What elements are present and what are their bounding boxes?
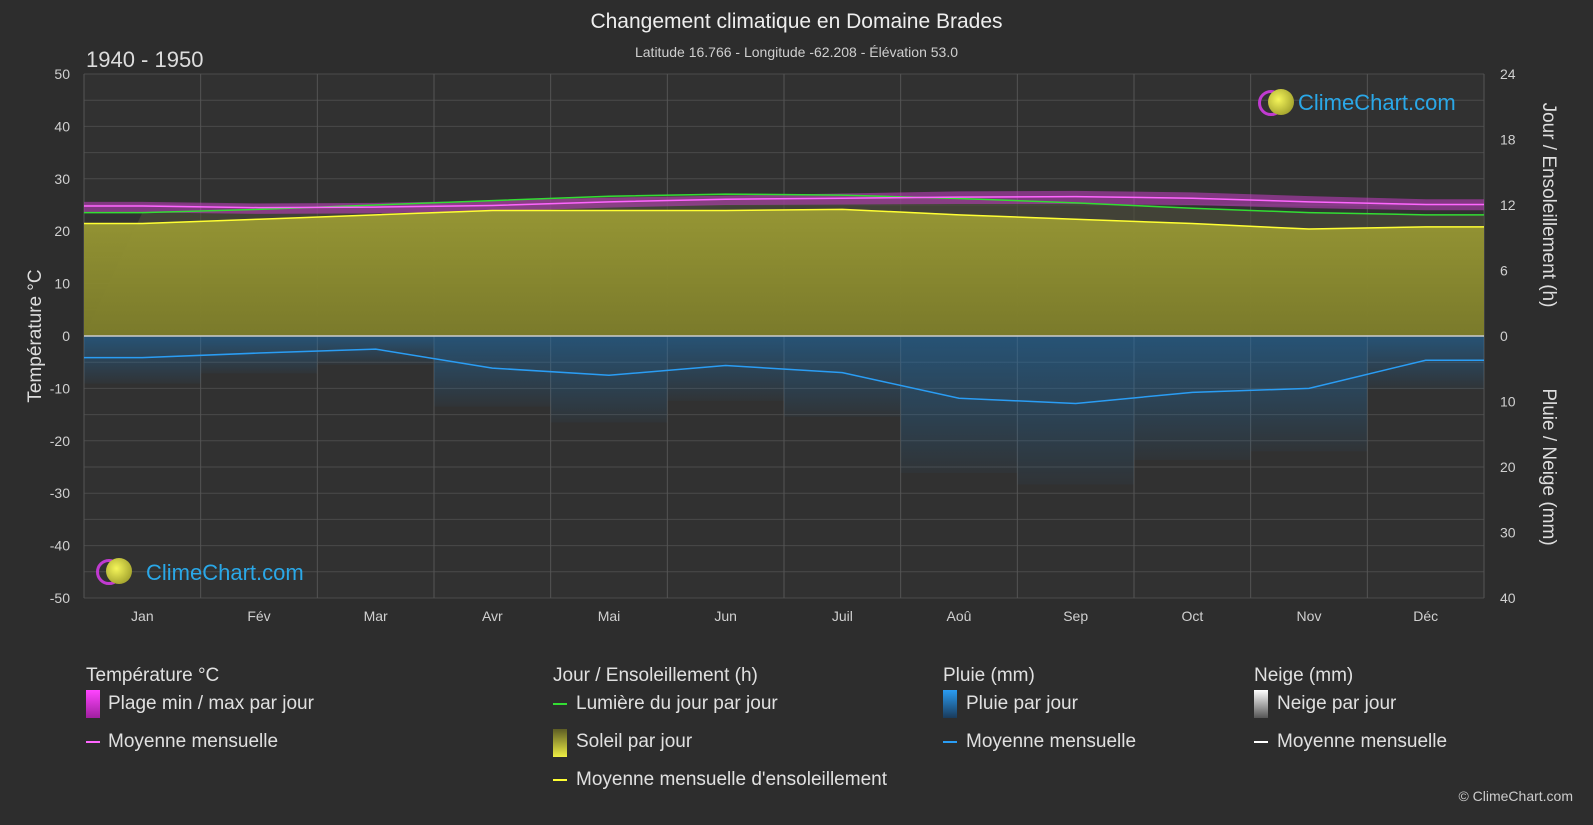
right-hours-tick-label: 12 [1500,197,1516,213]
month-label: Aoû [947,608,972,624]
legend-daylight: Lumière du jour par jour [576,693,778,714]
logo-sun-icon [106,558,132,584]
rain-mean-line [84,348,1484,405]
month-label: Mar [364,608,388,624]
left-axis-title: Température °C [25,269,46,403]
legend-rain-header: Pluie (mm) [943,665,1035,686]
temp-range-swatch [86,690,100,718]
month-label: Sep [1063,608,1088,624]
legend-snow-mean: Moyenne mensuelle [1277,731,1448,752]
left-tick-label: -50 [50,590,70,606]
rain-band [1134,336,1251,460]
snow-swatch [1254,690,1268,718]
left-tick-label: 0 [62,328,70,344]
right-precip-tick-label: 10 [1500,394,1516,410]
sunshine-swatch [553,729,567,757]
logo-bottom: ClimeChart.com [96,557,336,587]
snow-mean-swatch [1254,741,1268,743]
month-label: Mai [598,608,621,624]
rain-mean-swatch [943,741,957,743]
legend-sun-mean: Moyenne mensuelle d'ensoleillement [576,769,887,790]
daylight-line [84,193,1484,216]
right-precip-tick-label: 20 [1500,459,1516,475]
area-layer [84,190,1484,485]
rain-band [784,336,901,417]
left-tick-label: -30 [50,485,70,501]
logo-text: ClimeChart.com [1298,90,1456,115]
rain-band [1017,336,1134,485]
legend-sun-header: Jour / Ensoleillement (h) [553,665,758,686]
legend-temp-mean: Moyenne mensuelle [108,731,279,752]
left-tick-label: 40 [54,118,70,134]
logo-sun-icon [1268,89,1294,115]
legend-snow-header: Neige (mm) [1254,665,1354,686]
month-label: Nov [1297,608,1322,624]
right-bottom-axis-title: Pluie / Neige (mm) [1538,388,1559,546]
month-label: Avr [482,608,503,624]
logo-text: ClimeChart.com [146,560,304,585]
period-label: 1940 - 1950 [86,47,204,72]
axis-layer: 50 40 30 20 10 0 -10 -20 -30 -40 -50 24 18 12 6 0 10 20 30… [50,66,1516,624]
rain-band [434,336,551,407]
right-hours-tick-label: 18 [1500,132,1516,148]
chart-subtitle: Latitude 16.766 - Longitude -62.208 - Él… [634,44,959,60]
rain-band [1250,336,1368,452]
temp-mean-line [84,195,1484,209]
rain-band [550,336,668,423]
left-tick-label: 50 [54,66,70,82]
legend-sunshine: Soleil par jour [576,731,693,752]
right-hours-tick-label: 24 [1500,66,1516,82]
left-tick-label: -40 [50,538,70,554]
temp-range-band [84,190,1484,214]
month-label: Déc [1413,608,1438,624]
rain-band [84,336,201,384]
copyright: © ClimeChart.com [1458,788,1573,804]
chart-title: Changement climatique en Domaine Brades [590,10,1003,33]
left-tick-label: 10 [54,276,70,292]
right-hours-tick-label: 6 [1500,263,1508,279]
rain-band [1367,336,1484,390]
sun-mean-swatch [553,779,567,781]
daylight-swatch [553,703,567,705]
legend-rain-mean: Moyenne mensuelle [966,731,1137,752]
logo-top: ClimeChart.com [1258,88,1488,118]
month-label: Jun [714,608,737,624]
legend-snow-daily: Neige par jour [1277,693,1397,714]
month-label: Juil [832,608,853,624]
left-tick-label: -10 [50,380,70,396]
right-precip-tick-label: 30 [1500,525,1516,541]
left-tick-label: -20 [50,433,70,449]
month-label: Oct [1181,608,1203,624]
left-tick-label: 20 [54,223,70,239]
right-hours-tick-label: 0 [1500,328,1508,344]
month-label: Jan [131,608,154,624]
sunshine-mean-line [84,208,1484,230]
line-layer [84,193,1484,405]
right-precip-tick-label: 40 [1500,590,1516,606]
legend-temp-range: Plage min / max par jour [108,693,314,714]
month-label: Fév [247,608,270,624]
rain-swatch [943,690,957,718]
sunshine-area [84,209,1484,336]
left-tick-label: 30 [54,171,70,187]
temp-mean-swatch [86,741,100,743]
legend-temp-header: Température °C [86,665,220,686]
legend-rain-daily: Pluie par jour [966,693,1078,714]
right-top-axis-title: Jour / Ensoleillement (h) [1538,102,1559,308]
rain-band [900,336,1018,473]
